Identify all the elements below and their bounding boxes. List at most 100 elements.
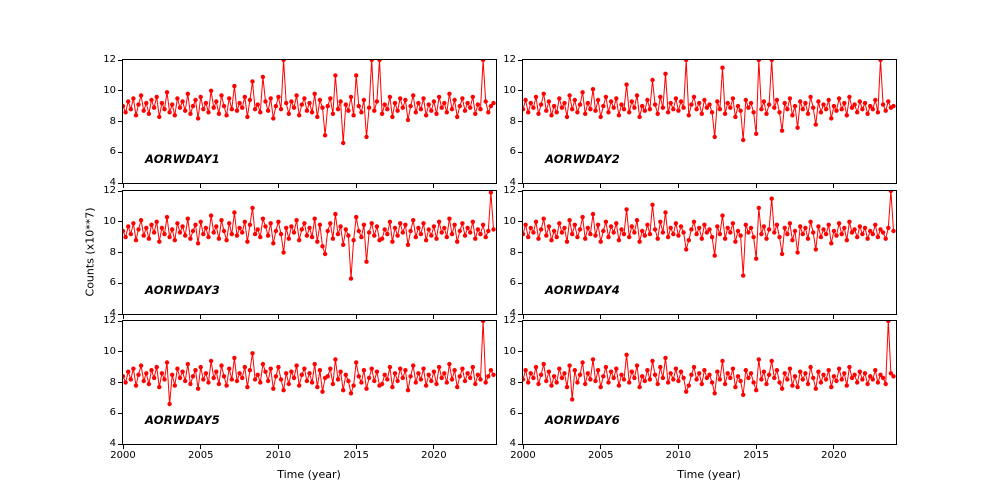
x-tick-mark <box>677 445 679 449</box>
x-tick-mark <box>755 315 757 319</box>
y-tick-mark <box>518 282 522 284</box>
line-plot-aorwday4 <box>523 191 896 278</box>
subplot-aorwday5: AORWDAY5 4 6 8 10 12 2000 2005 2010 2015 2020 <box>103 316 497 461</box>
y-tick-mark <box>118 121 122 122</box>
subplot-aorwday2: AORWDAY2 4 6 8 10 12 <box>503 55 897 188</box>
y-tick-mark <box>118 190 122 192</box>
x-tick-mark <box>355 445 357 449</box>
x-tick-mark <box>522 445 524 449</box>
x-tick-mark <box>433 184 435 188</box>
y-tick-label: 10 <box>503 215 516 227</box>
subplot-aorwday6: AORWDAY6 4 6 8 10 12 2000 2005 2010 2015 2020 <box>503 316 897 461</box>
line-plot-aorwday1 <box>123 60 496 146</box>
x-tick-label: 2015 <box>743 450 769 461</box>
x-tick-mark <box>200 445 202 449</box>
x-tick-mark <box>600 184 602 188</box>
subplot-aorwday3: AORWDAY3 4 6 8 10 12 <box>103 186 497 319</box>
y-tick-label: 8 <box>109 246 116 258</box>
y-tick-mark <box>118 443 122 445</box>
x-axis-label-left: Time (year) <box>277 468 341 481</box>
y-tick-mark <box>518 221 522 223</box>
y-tick-mark <box>518 121 522 122</box>
x-tick-mark <box>677 184 679 188</box>
y-tick-label: 4 <box>109 177 116 188</box>
y-tick-mark <box>518 443 522 445</box>
y-tick-label: 10 <box>503 345 516 357</box>
x-tick-mark <box>433 445 435 449</box>
x-tick-label: 2010 <box>665 450 692 461</box>
y-tick-label: 10 <box>503 84 516 96</box>
x-tick-mark <box>833 184 835 188</box>
x-tick-mark <box>833 445 835 449</box>
x-tick-mark <box>755 445 757 449</box>
y-tick-label: 6 <box>509 277 516 289</box>
x-tick-label: 2020 <box>421 450 447 461</box>
series-label-aorwday5: AORWDAY5 <box>145 413 220 427</box>
x-tick-mark <box>355 184 357 188</box>
y-tick-mark <box>518 182 522 184</box>
x-tick-mark <box>433 315 435 319</box>
y-tick-label: 12 <box>503 185 516 196</box>
line-plot-aorwday5 <box>123 321 496 407</box>
y-tick-label: 4 <box>509 308 516 319</box>
x-tick-label: 2015 <box>343 450 369 461</box>
y-tick-mark <box>518 412 522 414</box>
y-tick-mark <box>518 151 522 153</box>
x-tick-mark <box>200 315 202 319</box>
y-tick-label: 12 <box>103 185 116 196</box>
y-tick-label: 10 <box>103 345 116 357</box>
x-tick-mark <box>277 184 279 188</box>
y-tick-label: 8 <box>509 376 516 388</box>
y-tick-label: 6 <box>109 277 116 289</box>
series-label-aorwday1: AORWDAY1 <box>145 152 220 166</box>
y-tick-label: 6 <box>109 407 116 419</box>
x-tick-mark <box>122 184 124 188</box>
x-tick-label: 2000 <box>510 450 536 461</box>
x-tick-mark <box>833 315 835 319</box>
y-tick-label: 6 <box>109 146 116 158</box>
y-axis-label: Counts (x10**7) <box>83 207 97 297</box>
y-tick-label: 12 <box>503 315 516 326</box>
y-tick-mark <box>118 351 122 353</box>
y-tick-mark <box>118 382 122 383</box>
y-tick-label: 8 <box>509 246 516 258</box>
x-tick-label: 2000 <box>110 450 136 461</box>
x-tick-mark <box>600 315 602 319</box>
series-label-aorwday3: AORWDAY3 <box>145 283 220 297</box>
x-tick-label: 2005 <box>187 450 214 461</box>
subplot-aorwday4: AORWDAY4 4 6 8 10 12 <box>503 186 897 319</box>
x-tick-mark <box>677 315 679 319</box>
series-label-aorwday4: AORWDAY4 <box>545 283 620 297</box>
x-tick-mark <box>755 184 757 188</box>
y-tick-mark <box>518 351 522 353</box>
y-tick-mark <box>118 221 122 223</box>
y-tick-mark <box>118 282 122 284</box>
y-tick-mark <box>518 382 522 383</box>
y-tick-mark <box>118 182 122 184</box>
subplot-aorwday1: AORWDAY1 4 6 8 10 12 <box>103 55 497 188</box>
y-tick-mark <box>118 412 122 414</box>
x-tick-mark <box>200 184 202 188</box>
series-label-aorwday6: AORWDAY6 <box>545 413 620 427</box>
y-tick-label: 12 <box>103 54 116 65</box>
y-tick-mark <box>118 313 122 315</box>
y-tick-label: 4 <box>109 438 116 449</box>
y-tick-mark <box>518 90 522 92</box>
x-tick-mark <box>355 315 357 319</box>
y-tick-label: 6 <box>509 146 516 158</box>
y-tick-label: 4 <box>109 308 116 319</box>
x-tick-label: 2010 <box>265 450 292 461</box>
y-tick-label: 4 <box>509 177 516 188</box>
line-plot-aorwday3 <box>123 191 496 281</box>
x-tick-label: 2005 <box>587 450 614 461</box>
x-tick-mark <box>122 315 124 319</box>
line-plot-aorwday2 <box>523 60 896 143</box>
y-tick-label: 12 <box>103 315 116 326</box>
x-tick-label: 2020 <box>821 450 847 461</box>
x-tick-mark <box>277 445 279 449</box>
y-tick-mark <box>118 151 122 153</box>
y-tick-mark <box>518 190 522 192</box>
x-tick-mark <box>277 315 279 319</box>
y-tick-mark <box>118 90 122 92</box>
